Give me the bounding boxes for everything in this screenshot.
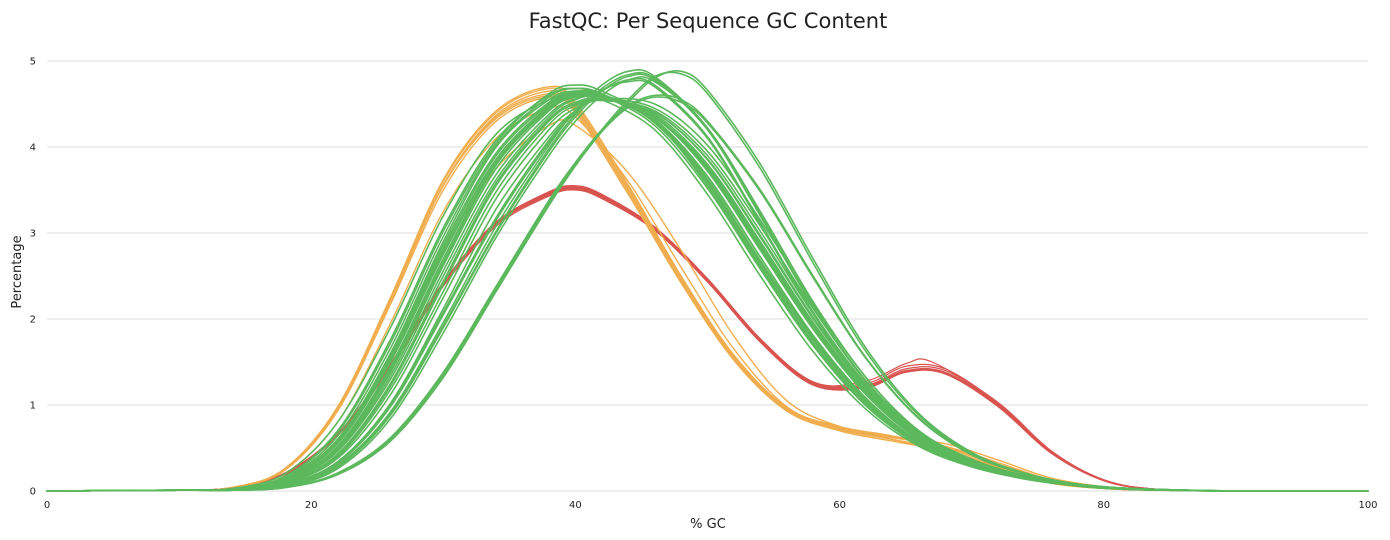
x-axis-label: % GC xyxy=(690,517,726,532)
series-line-pass-27[interactable] xyxy=(46,96,1369,492)
series-line-warn-7[interactable] xyxy=(46,94,1369,492)
series-line-fail-6[interactable] xyxy=(46,188,1369,492)
series-line-pass-14[interactable] xyxy=(46,93,1369,492)
y-tick-label: 1 xyxy=(30,401,36,412)
series-line-pass-9[interactable] xyxy=(46,87,1369,492)
x-tick-label: 40 xyxy=(569,500,582,511)
y-axis-ticks: 0 1 2 3 4 5 xyxy=(30,57,36,498)
x-tick-label: 0 xyxy=(44,500,50,511)
series-line-fail-5[interactable] xyxy=(46,185,1369,492)
x-tick-label: 100 xyxy=(1358,500,1377,511)
series-line-warn-1[interactable] xyxy=(46,92,1369,492)
series-line-pass-10[interactable] xyxy=(46,92,1369,492)
x-tick-label: 60 xyxy=(833,500,846,511)
series-line-pass-29[interactable] xyxy=(46,79,1369,492)
y-tick-label: 0 xyxy=(30,487,36,498)
series-line-fail-1[interactable] xyxy=(46,187,1369,492)
series-line-warn-2[interactable] xyxy=(46,87,1369,492)
y-tick-label: 3 xyxy=(30,229,36,240)
x-tick-label: 80 xyxy=(1097,500,1110,511)
gridlines xyxy=(47,60,1368,492)
x-tick-label: 20 xyxy=(305,500,318,511)
x-axis-ticks: 0 20 40 60 80 100 xyxy=(44,500,1378,511)
series-line-fail-3[interactable] xyxy=(46,189,1369,492)
series-line-pass-3[interactable] xyxy=(46,92,1369,492)
series-line-fail-2[interactable] xyxy=(46,184,1369,492)
y-tick-label: 4 xyxy=(30,143,36,154)
series-lines xyxy=(46,69,1369,492)
chart-title: FastQC: Per Sequence GC Content xyxy=(529,9,888,33)
series-line-pass-30[interactable] xyxy=(46,71,1369,492)
series-line-pass-28[interactable] xyxy=(46,77,1369,492)
series-line-pass-16[interactable] xyxy=(46,87,1369,492)
y-axis-label: Percentage xyxy=(10,235,25,308)
y-tick-label: 2 xyxy=(30,315,36,326)
y-tick-label: 5 xyxy=(30,57,36,68)
series-line-pass-17[interactable] xyxy=(46,93,1369,492)
